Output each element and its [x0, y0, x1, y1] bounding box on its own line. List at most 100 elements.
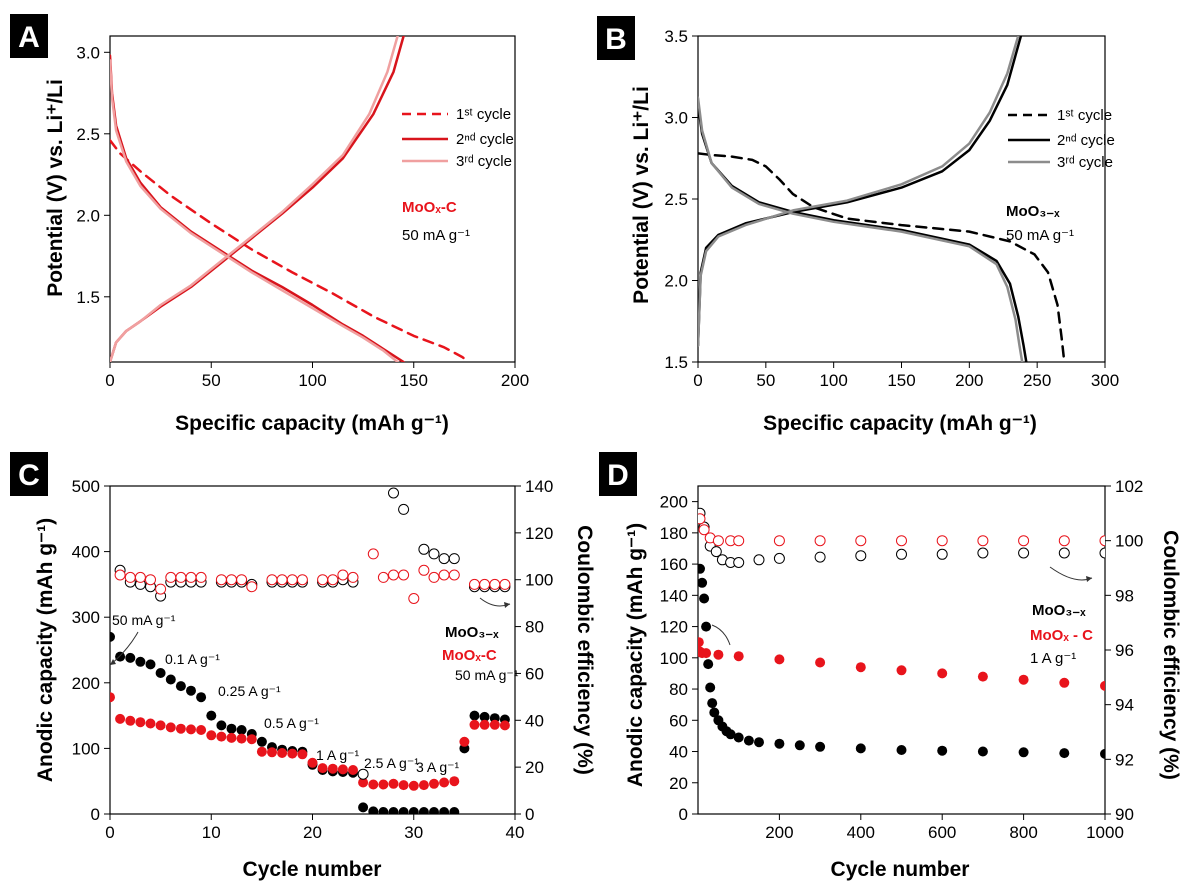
data-point	[165, 571, 177, 583]
data-point	[287, 748, 298, 759]
data-point	[196, 692, 207, 703]
data-point	[398, 780, 409, 791]
x-tick-label: 20	[303, 823, 322, 842]
data-point	[936, 535, 948, 547]
legend-label-1st: 1ˢᵗ cycle	[1057, 107, 1112, 124]
data-point	[378, 779, 389, 790]
panel-d-badge	[599, 452, 637, 496]
panel-a-rate: 50 mA g⁻¹	[402, 227, 470, 244]
data-point	[236, 725, 247, 735]
data-point	[408, 593, 420, 604]
x-tick-label: 150	[400, 371, 428, 390]
data-point	[134, 571, 146, 583]
data-point	[896, 535, 907, 547]
plot-data	[110, 36, 468, 362]
panel-c-label: C	[18, 459, 40, 492]
y2-tick-label: 60	[525, 664, 544, 683]
data-point	[266, 574, 278, 586]
data-point	[815, 741, 826, 752]
data-point	[175, 681, 186, 692]
data-point	[327, 574, 339, 586]
data-point	[448, 553, 460, 565]
panel-b-material: MoO₃₋ₓ	[1006, 203, 1060, 220]
data-point	[110, 692, 115, 703]
data-point	[977, 671, 988, 682]
data-point	[307, 757, 318, 768]
panel-b-ylabel: Potential (V) vs. Li⁺/Li	[630, 86, 653, 304]
rate-label-0p5: 0.5 A g⁻¹	[264, 715, 319, 731]
data-point	[479, 711, 490, 722]
data-point	[418, 780, 429, 791]
y-tick-label: 3.0	[664, 109, 688, 128]
data-point	[698, 524, 710, 536]
x-tick-label: 200	[955, 371, 983, 390]
panel-a-legend: 1ˢᵗ cycle 2ⁿᵈ cycle 3ʳᵈ cycle	[402, 106, 514, 170]
data-point	[774, 654, 785, 665]
y2-tick-label: 80	[525, 618, 544, 637]
data-point	[358, 777, 369, 788]
data-point	[977, 746, 988, 757]
data-point	[705, 682, 716, 693]
data-point	[438, 569, 450, 581]
y2-tick-label: 100	[525, 571, 553, 590]
x-tick-label: 200	[765, 823, 793, 842]
series-line	[698, 36, 1023, 347]
data-point	[815, 657, 826, 668]
data-point	[428, 571, 440, 583]
rate-label-3a: 3 A g⁻¹	[416, 759, 460, 775]
y-tick-label: 3.5	[664, 27, 688, 46]
y-tick-label: 2.0	[664, 272, 688, 291]
data-point	[449, 807, 460, 814]
panel-b-legend: 1ˢᵗ cycle 2ⁿᵈ cycle 3ʳᵈ cycle	[1008, 107, 1115, 171]
data-point	[1099, 535, 1105, 547]
data-point	[499, 578, 511, 590]
data-point	[896, 745, 907, 755]
panel-b-label: B	[605, 23, 627, 56]
data-point	[398, 569, 410, 581]
y-tick-label: 500	[72, 477, 100, 496]
x-tick-label: 50	[202, 371, 221, 390]
data-point	[348, 765, 358, 775]
panel-c-ylabel: Anodic capacity (mAh g⁻¹)	[34, 518, 57, 782]
data-point	[155, 583, 167, 595]
x-tick-label: 100	[298, 371, 326, 390]
data-point	[855, 550, 867, 562]
data-point	[267, 747, 277, 758]
data-point	[855, 662, 866, 673]
data-point	[1100, 748, 1105, 759]
data-point	[206, 710, 217, 721]
data-point	[459, 736, 470, 747]
panel-b-rate: 50 mA g⁻¹	[1006, 227, 1074, 244]
rate-label-50ma: 50 mA g⁻¹	[112, 612, 176, 628]
y2-tick-label: 102	[1115, 477, 1143, 496]
arrow-efficiency-to-right-axis	[1049, 566, 1093, 581]
data-point	[713, 649, 724, 660]
data-point	[388, 569, 399, 581]
data-point	[1018, 535, 1030, 547]
data-point	[439, 807, 450, 814]
data-point	[135, 717, 146, 728]
data-point	[226, 732, 237, 743]
data-point	[1018, 547, 1030, 559]
data-point	[438, 553, 450, 565]
y-tick-label: 400	[72, 543, 100, 562]
data-point	[368, 806, 379, 814]
data-point	[125, 652, 136, 663]
panel-d-label: D	[607, 459, 629, 492]
y2-tick-label: 140	[525, 477, 553, 496]
data-point	[165, 722, 176, 733]
plot-data	[698, 507, 1105, 759]
data-point	[701, 621, 712, 632]
data-point	[428, 548, 440, 560]
data-point	[710, 546, 722, 558]
x-tick-label: 30	[404, 823, 423, 842]
legend-label-3rd: 3ʳᵈ cycle	[1057, 154, 1113, 171]
data-point	[479, 719, 490, 730]
y-tick-label: 20	[669, 774, 688, 793]
data-point	[418, 807, 429, 814]
rate-label-2p5: 2.5 A g⁻¹	[364, 755, 419, 771]
panel-a-plot: 0 50 100 150 200 1.5 2.0 2.5 3.0	[76, 35, 529, 390]
data-point	[317, 763, 328, 774]
panel-c-xlabel: Cycle number	[243, 858, 382, 881]
data-point	[936, 548, 948, 560]
